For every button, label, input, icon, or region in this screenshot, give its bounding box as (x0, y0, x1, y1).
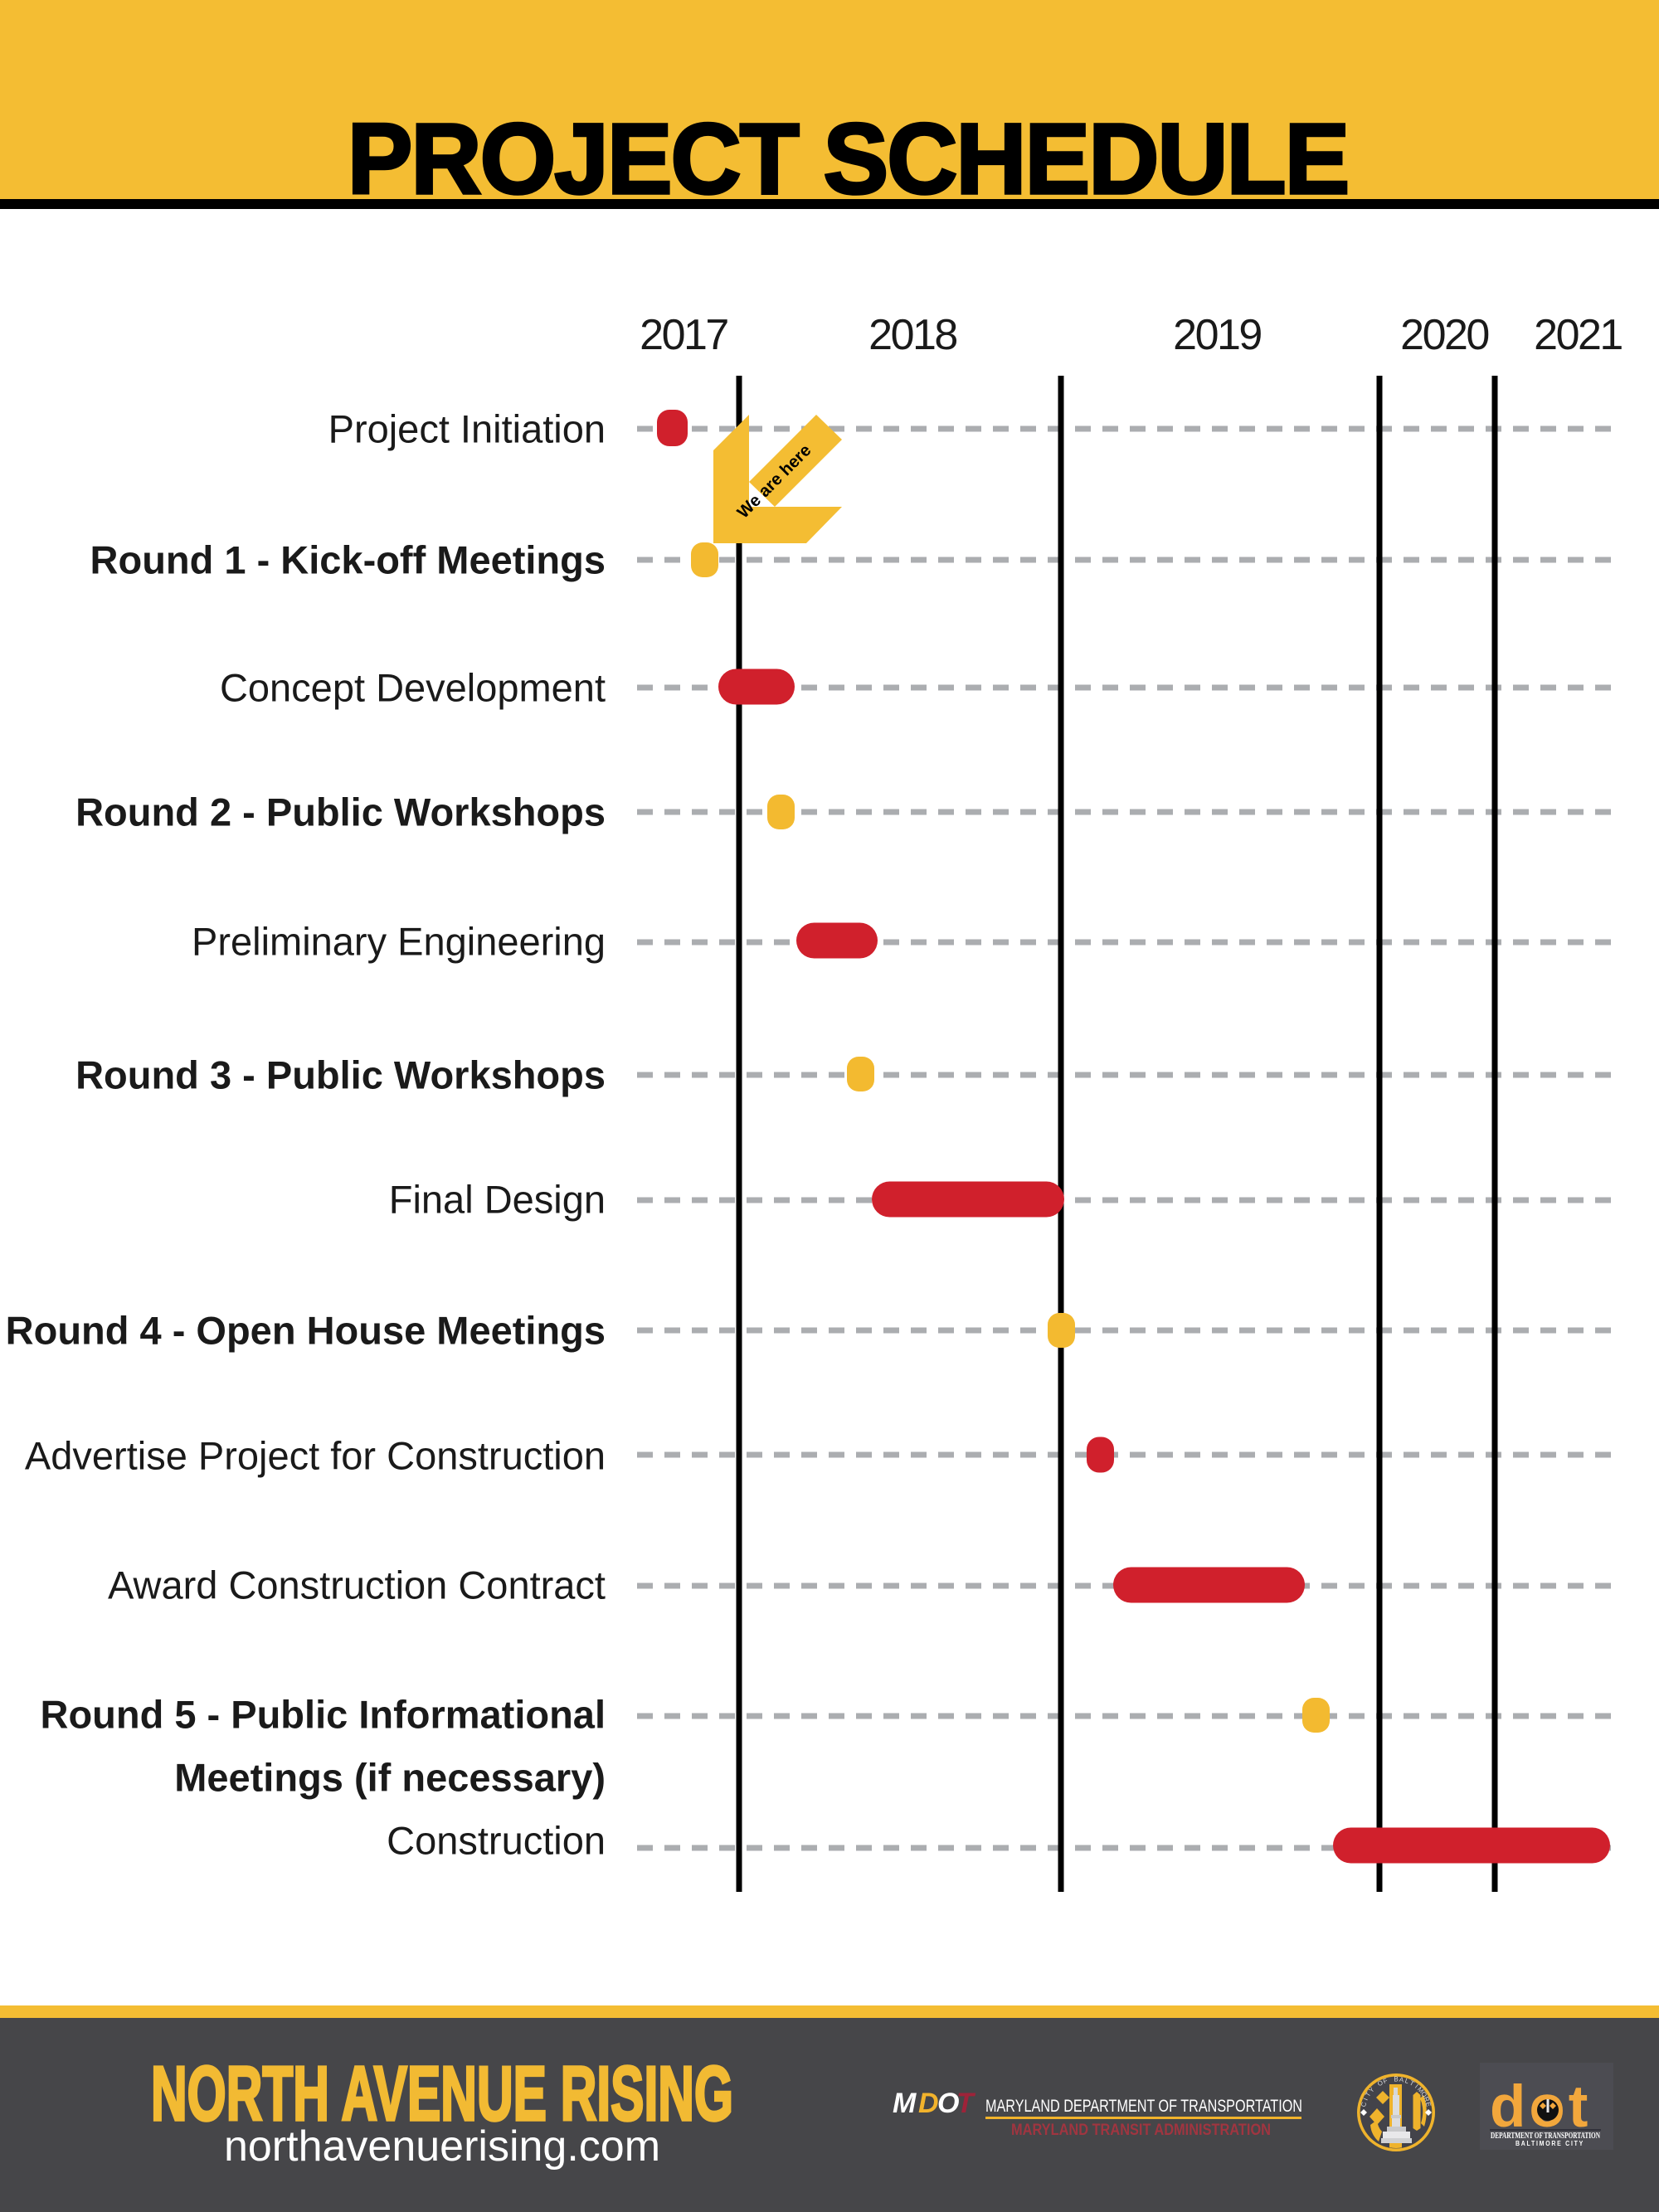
svg-text:I: I (1413, 2083, 1419, 2089)
svg-text:O: O (1419, 2090, 1428, 2098)
svg-text:T: T (956, 2088, 976, 2119)
svg-text:C: C (1360, 2101, 1368, 2107)
svg-text:F: F (1382, 2077, 1389, 2085)
svg-text:T: T (1408, 2079, 1416, 2088)
svg-text:O: O (1376, 2078, 1384, 2088)
svg-text:I: I (1362, 2097, 1370, 2102)
svg-text:E: E (1424, 2102, 1433, 2107)
svg-text:R: R (1422, 2096, 1431, 2103)
svg-text:M: M (893, 2088, 917, 2119)
svg-text:L: L (1404, 2077, 1410, 2085)
svg-text:A: A (1399, 2076, 1404, 2084)
svg-text:MARYLAND DEPARTMENT OF TRANSPO: MARYLAND DEPARTMENT OF TRANSPORTATION (985, 2097, 1302, 2116)
svg-text:BALTIMORE CITY: BALTIMORE CITY (1515, 2140, 1584, 2147)
svg-text:O: O (937, 2088, 959, 2119)
svg-text:M: M (1416, 2086, 1425, 2095)
svg-text:DEPARTMENT OF TRANSPORTATION: DEPARTMENT OF TRANSPORTATION (1491, 2131, 1600, 2141)
svg-text:T: T (1364, 2091, 1372, 2098)
svg-text:MARYLAND TRANSIT ADMINISTRATIO: MARYLAND TRANSIT ADMINISTRATION (1011, 2122, 1271, 2139)
svg-text:D: D (918, 2088, 939, 2119)
svg-text:B: B (1394, 2076, 1398, 2083)
svg-text:Y: Y (1367, 2086, 1376, 2095)
